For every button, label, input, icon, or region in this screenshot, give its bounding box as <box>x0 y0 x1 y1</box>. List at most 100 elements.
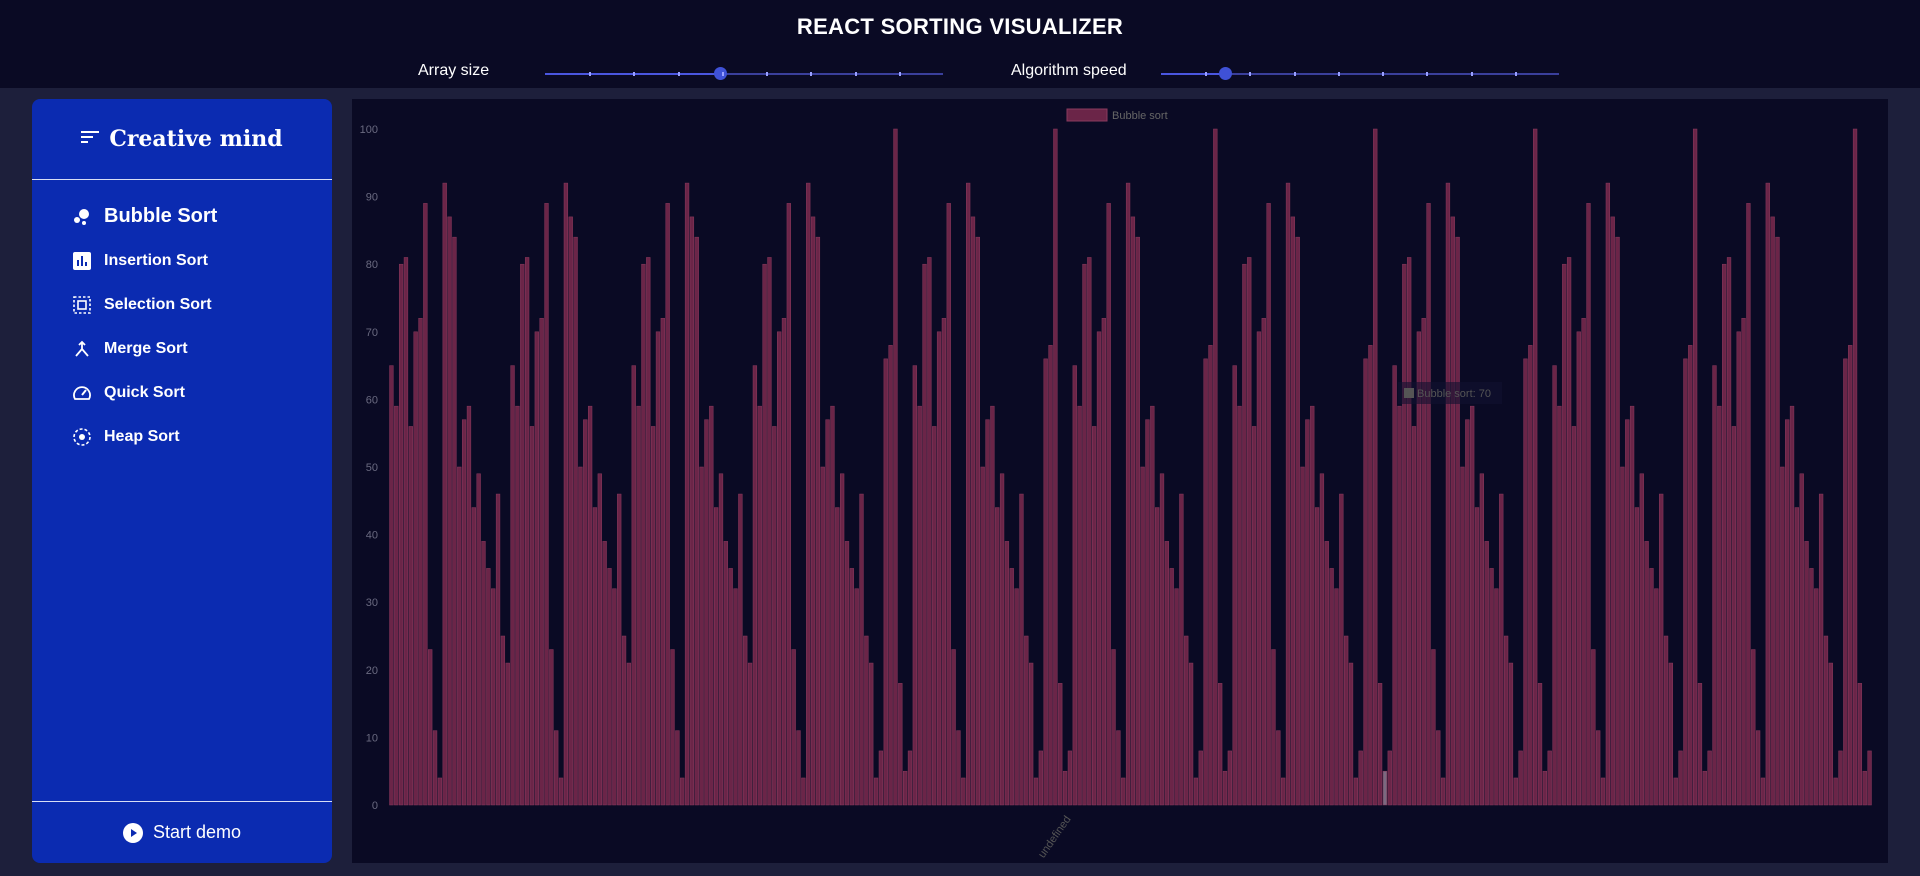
bar[interactable] <box>524 257 530 806</box>
bar[interactable] <box>1067 750 1073 806</box>
bar[interactable] <box>747 662 753 806</box>
bar[interactable] <box>1857 683 1863 806</box>
bar[interactable] <box>476 473 481 806</box>
bar[interactable] <box>1029 662 1034 806</box>
bar[interactable] <box>1659 493 1664 806</box>
array-size-slider-thumb[interactable] <box>714 67 728 80</box>
bar[interactable] <box>1828 662 1833 806</box>
bar[interactable] <box>1329 568 1334 806</box>
bar[interactable] <box>1314 507 1320 806</box>
bar[interactable] <box>1470 405 1475 806</box>
bar[interactable] <box>1242 263 1247 806</box>
bar[interactable] <box>646 257 651 806</box>
bar[interactable] <box>835 507 840 806</box>
bar[interactable] <box>1731 426 1737 806</box>
bar[interactable] <box>951 649 956 806</box>
bar[interactable] <box>898 683 903 806</box>
bar[interactable] <box>428 649 433 806</box>
bar[interactable] <box>1629 405 1635 806</box>
bar[interactable] <box>961 777 966 806</box>
bar[interactable] <box>442 182 447 806</box>
bar[interactable] <box>636 405 641 806</box>
bar[interactable] <box>602 541 607 806</box>
bar[interactable] <box>1503 635 1509 806</box>
bar[interactable] <box>970 216 976 806</box>
bar[interactable] <box>956 730 961 806</box>
bar[interactable] <box>641 263 646 806</box>
bar[interactable] <box>718 473 724 806</box>
bar[interactable] <box>1426 203 1431 806</box>
bar[interactable] <box>723 541 728 806</box>
bar[interactable] <box>849 568 854 806</box>
bar[interactable] <box>665 203 670 806</box>
bar[interactable] <box>815 236 821 806</box>
bar[interactable] <box>713 507 719 806</box>
bar[interactable] <box>980 466 985 806</box>
bar[interactable] <box>1746 203 1751 806</box>
bar[interactable] <box>1130 216 1136 806</box>
bar[interactable] <box>1610 216 1615 806</box>
bar[interactable] <box>1271 649 1276 806</box>
bar[interactable] <box>1755 730 1761 806</box>
bar[interactable] <box>1145 419 1150 806</box>
bar[interactable] <box>801 777 806 806</box>
bar[interactable] <box>781 318 787 806</box>
bar[interactable] <box>394 405 399 806</box>
bar[interactable] <box>946 203 951 806</box>
bar[interactable] <box>1678 750 1683 806</box>
bar[interactable] <box>1789 405 1795 806</box>
bar[interactable] <box>534 331 539 806</box>
bar[interactable] <box>1276 730 1281 806</box>
bar[interactable] <box>398 263 404 806</box>
bar[interactable] <box>999 473 1005 806</box>
bar[interactable] <box>709 405 714 806</box>
bar[interactable] <box>592 507 598 806</box>
bar[interactable] <box>995 507 1000 806</box>
bar[interactable] <box>1353 777 1358 806</box>
bar[interactable] <box>1334 588 1339 806</box>
bar[interactable] <box>1523 358 1528 806</box>
bar[interactable] <box>1421 318 1426 806</box>
bar[interactable] <box>1121 777 1126 806</box>
bar[interactable] <box>1188 662 1194 806</box>
bar[interactable] <box>1794 507 1800 806</box>
bar[interactable] <box>510 365 515 806</box>
bar[interactable] <box>1586 203 1591 806</box>
bar[interactable] <box>432 730 438 806</box>
bar[interactable] <box>1508 662 1514 806</box>
bar[interactable] <box>1600 777 1606 806</box>
bar[interactable] <box>1615 236 1620 806</box>
bar[interactable] <box>1208 345 1213 806</box>
bar[interactable] <box>1605 182 1611 806</box>
bar[interactable] <box>1620 466 1625 806</box>
bar[interactable] <box>1494 588 1499 806</box>
bar[interactable] <box>1712 365 1717 806</box>
bar[interactable] <box>1125 182 1131 806</box>
bar[interactable] <box>990 405 995 806</box>
bar[interactable] <box>1382 770 1388 806</box>
bar[interactable] <box>757 405 762 806</box>
bar[interactable] <box>1474 507 1480 806</box>
bar[interactable] <box>1305 419 1310 806</box>
bar[interactable] <box>864 635 869 806</box>
bar[interactable] <box>786 203 791 806</box>
bar[interactable] <box>704 419 709 806</box>
bar[interactable] <box>486 568 491 806</box>
bar[interactable] <box>762 263 767 806</box>
bar[interactable] <box>1407 257 1412 806</box>
bar[interactable] <box>621 635 627 806</box>
bar[interactable] <box>626 662 632 806</box>
bar[interactable] <box>1227 750 1232 806</box>
bar[interactable] <box>903 770 908 806</box>
sidebar-item-insertion-sort[interactable]: Insertion Sort <box>72 251 208 271</box>
bar[interactable] <box>631 365 636 806</box>
bar[interactable] <box>408 426 413 806</box>
bar[interactable] <box>1639 473 1644 806</box>
bar[interactable] <box>932 426 937 806</box>
bar[interactable] <box>505 662 510 806</box>
bar[interactable] <box>1077 405 1082 806</box>
bar[interactable] <box>675 730 680 806</box>
bar[interactable] <box>684 182 690 806</box>
bar[interactable] <box>699 466 704 806</box>
bar[interactable] <box>1717 405 1722 806</box>
